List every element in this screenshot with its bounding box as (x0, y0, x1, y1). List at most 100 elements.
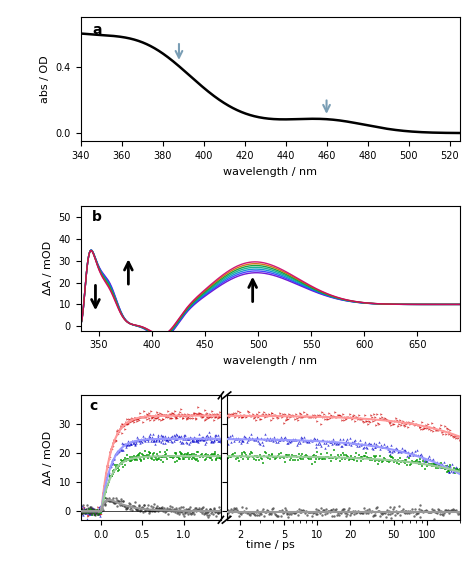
Point (244, 507, 252, 516)
Point (311, 507, 319, 516)
Point (182, 506, 190, 515)
Point (346, 455, 353, 464)
Point (151, 507, 158, 516)
Point (215, 453, 222, 462)
Point (415, 505, 422, 514)
Point (408, 505, 416, 514)
Point (106, 467, 113, 476)
Point (83, 508, 91, 517)
Point (297, 410, 304, 419)
Point (205, 451, 212, 460)
Point (104, 470, 111, 479)
Point (212, 413, 219, 422)
Point (374, 502, 381, 511)
Point (161, 411, 169, 420)
Point (322, 504, 329, 513)
Point (122, 418, 130, 427)
Point (441, 463, 448, 472)
Point (199, 432, 207, 441)
Point (187, 451, 195, 460)
Point (214, 436, 221, 445)
Point (315, 410, 322, 419)
Point (337, 411, 345, 420)
Point (429, 506, 437, 515)
Point (273, 512, 281, 521)
Point (273, 511, 280, 520)
Point (279, 508, 287, 518)
Point (179, 454, 186, 463)
Point (417, 423, 424, 432)
Point (116, 500, 124, 509)
Point (109, 442, 117, 451)
Point (250, 436, 257, 445)
Point (181, 507, 189, 516)
Point (288, 508, 296, 517)
Point (203, 451, 210, 460)
Point (395, 447, 403, 456)
Point (142, 452, 149, 461)
Point (119, 457, 127, 466)
Point (185, 505, 192, 514)
Point (455, 467, 463, 476)
Point (368, 412, 375, 421)
Point (200, 436, 207, 445)
Point (146, 449, 154, 458)
Point (134, 455, 141, 464)
Point (421, 465, 429, 474)
Point (212, 411, 220, 420)
Point (109, 493, 117, 502)
Point (230, 504, 238, 513)
Point (141, 506, 149, 515)
Point (283, 438, 291, 447)
Point (169, 409, 177, 418)
Point (417, 455, 424, 464)
Point (279, 452, 287, 461)
Point (196, 452, 203, 461)
Point (280, 418, 288, 427)
Point (290, 508, 298, 517)
Point (185, 507, 193, 516)
Point (442, 462, 449, 471)
Point (80, 507, 87, 516)
Point (244, 406, 252, 415)
Point (182, 450, 190, 459)
Point (82, 505, 90, 514)
Point (154, 412, 162, 421)
Point (260, 452, 268, 461)
Point (230, 436, 238, 445)
Point (271, 411, 278, 420)
Point (216, 434, 224, 444)
Point (216, 412, 224, 421)
Point (209, 406, 216, 415)
Point (172, 413, 180, 422)
Point (285, 436, 293, 445)
Point (165, 410, 173, 419)
Point (392, 457, 400, 466)
Point (434, 459, 441, 468)
Point (335, 510, 343, 519)
Point (307, 412, 315, 421)
Point (230, 409, 238, 418)
Point (212, 431, 220, 440)
Point (89, 508, 96, 517)
Point (223, 434, 230, 443)
Point (161, 508, 168, 517)
Point (193, 506, 201, 515)
Point (307, 436, 315, 445)
Point (144, 451, 151, 460)
Point (112, 494, 119, 503)
Point (305, 454, 313, 463)
Point (136, 449, 144, 458)
Point (163, 434, 170, 444)
Point (424, 454, 432, 463)
Point (100, 495, 107, 504)
Point (130, 436, 138, 445)
Point (426, 423, 434, 432)
Point (122, 455, 129, 464)
Point (157, 430, 165, 439)
Point (422, 506, 430, 515)
Point (300, 505, 307, 514)
Point (118, 459, 126, 468)
Point (272, 436, 279, 445)
Point (85, 508, 92, 517)
